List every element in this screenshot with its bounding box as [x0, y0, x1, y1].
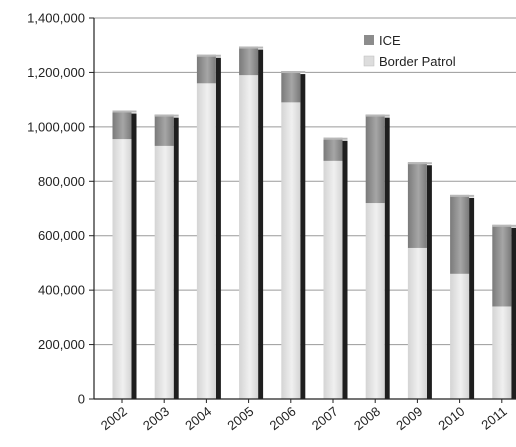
bar-ice-2007 — [323, 137, 343, 161]
bar-border-patrol-2006 — [281, 102, 301, 399]
bar-border-patrol-2009 — [407, 247, 427, 399]
bar-top-edge — [112, 110, 137, 113]
bar-ice-2008 — [365, 114, 385, 204]
legend-label-ice: ICE — [379, 33, 401, 48]
bar-top-edge — [323, 137, 348, 140]
bar-top-edge — [407, 162, 432, 165]
bar-shadow — [469, 197, 475, 399]
bar-top-edge — [154, 114, 179, 117]
x-tick-label: 2007 — [309, 404, 341, 434]
bar-ice-2009 — [407, 162, 427, 248]
bar-border-patrol-2010 — [450, 273, 470, 399]
y-tick-label: 800,000 — [38, 174, 85, 189]
bar-ice-2004 — [196, 54, 216, 84]
x-axis: 2002 2003 2004 2005 2006 2007 2008 2009 2010 2011 — [94, 398, 516, 434]
bar-top-edge — [196, 54, 221, 57]
bar-ice-2006 — [281, 71, 301, 103]
x-tick-label: 2010 — [435, 404, 467, 434]
bar-shadow — [511, 227, 516, 399]
x-tick-label: 2011 — [478, 404, 509, 433]
bar-border-patrol-2008 — [365, 203, 385, 399]
bar-shadow — [426, 165, 432, 399]
bar-border-patrol-2011 — [492, 306, 512, 399]
legend-swatch-border-patrol — [363, 55, 375, 67]
legend-label-border-patrol: Border Patrol — [379, 54, 456, 69]
x-tick-label: 2002 — [98, 404, 130, 434]
y-tick-label: 1,200,000 — [27, 65, 85, 80]
x-tick-label: 2005 — [224, 404, 256, 434]
y-tick-label: 600,000 — [38, 228, 85, 243]
bar-border-patrol-2005 — [239, 75, 259, 400]
bar-shadow — [173, 117, 179, 399]
bar-top-edge — [365, 114, 390, 117]
bar-top-edge — [492, 224, 516, 227]
bar-shadow — [258, 49, 264, 399]
bar-ice-2011 — [492, 224, 512, 307]
bar-border-patrol-2003 — [154, 145, 174, 399]
bar-top-edge — [239, 46, 264, 49]
bar-top-edge — [450, 194, 475, 197]
bar-ice-2010 — [450, 194, 470, 274]
y-tick-label: 0 — [78, 392, 85, 407]
legend: ICE Border Patrol — [363, 33, 456, 69]
x-tick-label: 2003 — [140, 404, 172, 434]
bar-shadow — [300, 74, 306, 399]
bar-shadow — [131, 113, 137, 400]
x-tick-label: 2009 — [393, 404, 425, 434]
bars — [112, 46, 516, 400]
legend-swatch-ice — [364, 35, 374, 45]
bar-shadow — [384, 117, 390, 399]
bar-border-patrol-2004 — [196, 83, 216, 400]
bar-ice-2005 — [239, 46, 259, 76]
bar-top-edge — [281, 71, 306, 74]
bar-border-patrol-2002 — [112, 139, 132, 399]
y-tick-label: 1,000,000 — [27, 119, 85, 134]
x-tick-label: 2006 — [267, 404, 299, 434]
y-tick-label: 1,400,000 — [27, 11, 85, 26]
x-tick-label: 2008 — [351, 404, 383, 434]
y-tick-label: 400,000 — [38, 283, 85, 298]
bar-shadow — [215, 57, 221, 399]
bar-shadow — [342, 140, 348, 399]
y-tick-label: 200,000 — [38, 337, 85, 352]
bar-border-patrol-2007 — [323, 160, 343, 399]
bar-ice-2002 — [112, 110, 132, 140]
bar-ice-2003 — [154, 114, 174, 146]
y-axis: 0 200,000 400,000 600,000 800,000 1,000,000 1,… — [27, 11, 95, 407]
x-tick-label: 2004 — [182, 404, 214, 434]
